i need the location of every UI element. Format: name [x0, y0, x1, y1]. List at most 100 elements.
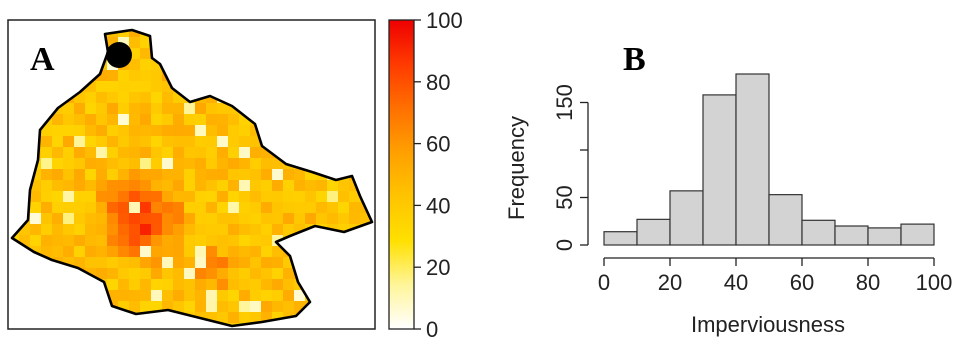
raster-cell — [96, 136, 107, 147]
raster-cell — [184, 213, 195, 224]
raster-cell — [217, 103, 228, 114]
raster-cell — [217, 125, 228, 136]
raster-cell — [52, 224, 63, 235]
raster-cell — [74, 246, 85, 257]
raster-cell — [107, 279, 118, 290]
raster-cell — [96, 158, 107, 169]
raster-cell — [52, 180, 63, 191]
raster-cell — [85, 224, 96, 235]
raster-cell — [41, 180, 52, 191]
colorbar-tick-label: 80 — [426, 70, 450, 95]
raster-cell — [217, 202, 228, 213]
raster-cell — [217, 235, 228, 246]
raster-cell — [283, 180, 294, 191]
raster-cell — [30, 169, 41, 180]
raster-cell — [184, 169, 195, 180]
raster-cell — [129, 103, 140, 114]
raster-cell — [118, 257, 129, 268]
raster-cell — [118, 180, 129, 191]
x-tick-label: 20 — [658, 270, 682, 295]
raster-cell — [151, 213, 162, 224]
raster-cell — [118, 268, 129, 279]
raster-cell — [140, 235, 151, 246]
raster-cell — [74, 114, 85, 125]
raster-cell — [30, 191, 41, 202]
raster-cell — [228, 191, 239, 202]
raster-cell — [118, 114, 129, 125]
raster-cell — [228, 279, 239, 290]
raster-cell — [250, 169, 261, 180]
raster-cell — [217, 158, 228, 169]
raster-cell — [107, 213, 118, 224]
raster-cell — [250, 246, 261, 257]
raster-cell — [206, 147, 217, 158]
raster-cell — [96, 235, 107, 246]
raster-cell — [184, 257, 195, 268]
raster-cell — [140, 301, 151, 312]
raster-cell — [118, 202, 129, 213]
raster-cell — [272, 312, 283, 323]
colorbar-tick-label: 40 — [426, 193, 450, 218]
raster-cell — [239, 246, 250, 257]
raster-cell — [206, 257, 217, 268]
raster-cell — [316, 213, 327, 224]
raster-cell — [129, 279, 140, 290]
raster-cell — [151, 114, 162, 125]
raster-cell — [140, 92, 151, 103]
raster-cell — [283, 213, 294, 224]
raster-cell — [85, 213, 96, 224]
raster-cell — [118, 279, 129, 290]
raster-cell — [217, 312, 228, 323]
raster-cell — [250, 147, 261, 158]
raster-cell — [129, 37, 140, 48]
raster-cell — [74, 213, 85, 224]
raster-cell — [162, 257, 173, 268]
raster-cell — [228, 158, 239, 169]
raster-cell — [162, 268, 173, 279]
raster-cell — [129, 301, 140, 312]
raster-cell — [96, 268, 107, 279]
raster-cell — [184, 301, 195, 312]
raster-cell — [85, 103, 96, 114]
raster-cell — [129, 59, 140, 70]
raster-cell — [63, 125, 74, 136]
raster-cell — [261, 191, 272, 202]
raster-cell — [63, 114, 74, 125]
raster-cell — [305, 191, 316, 202]
raster-cell — [184, 114, 195, 125]
panel-a: A 0 20 40 60 80 100 — [7, 8, 463, 342]
raster-cell — [239, 169, 250, 180]
histogram-bar — [735, 73, 770, 246]
raster-cell — [327, 202, 338, 213]
raster-cell — [162, 279, 173, 290]
raster-cell — [151, 246, 162, 257]
raster-cell — [151, 147, 162, 158]
histogram-bar — [900, 223, 935, 246]
raster-cell — [272, 180, 283, 191]
x-axis-ticks: 0 20 40 60 80 100 — [598, 258, 952, 295]
raster-cell — [129, 290, 140, 301]
raster-cell — [96, 70, 107, 81]
raster-cell — [283, 257, 294, 268]
raster-cell — [250, 279, 261, 290]
raster-cell — [118, 30, 129, 37]
raster-cell — [239, 158, 250, 169]
raster-cell — [228, 125, 239, 136]
raster-cell — [107, 191, 118, 202]
raster-cell — [85, 191, 96, 202]
raster-cell — [250, 202, 261, 213]
raster-cell — [173, 114, 184, 125]
raster-cell — [162, 191, 173, 202]
raster-cell — [118, 224, 129, 235]
colorbar-tick-label: 0 — [426, 317, 438, 342]
raster-cell — [96, 114, 107, 125]
raster-cell — [151, 180, 162, 191]
raster-cell — [228, 114, 239, 125]
colorbar-tick-label: 20 — [426, 255, 450, 280]
raster-cell — [85, 169, 96, 180]
raster-cell — [217, 169, 228, 180]
raster-cell — [151, 169, 162, 180]
raster-cell — [239, 235, 250, 246]
raster-cell — [107, 103, 118, 114]
